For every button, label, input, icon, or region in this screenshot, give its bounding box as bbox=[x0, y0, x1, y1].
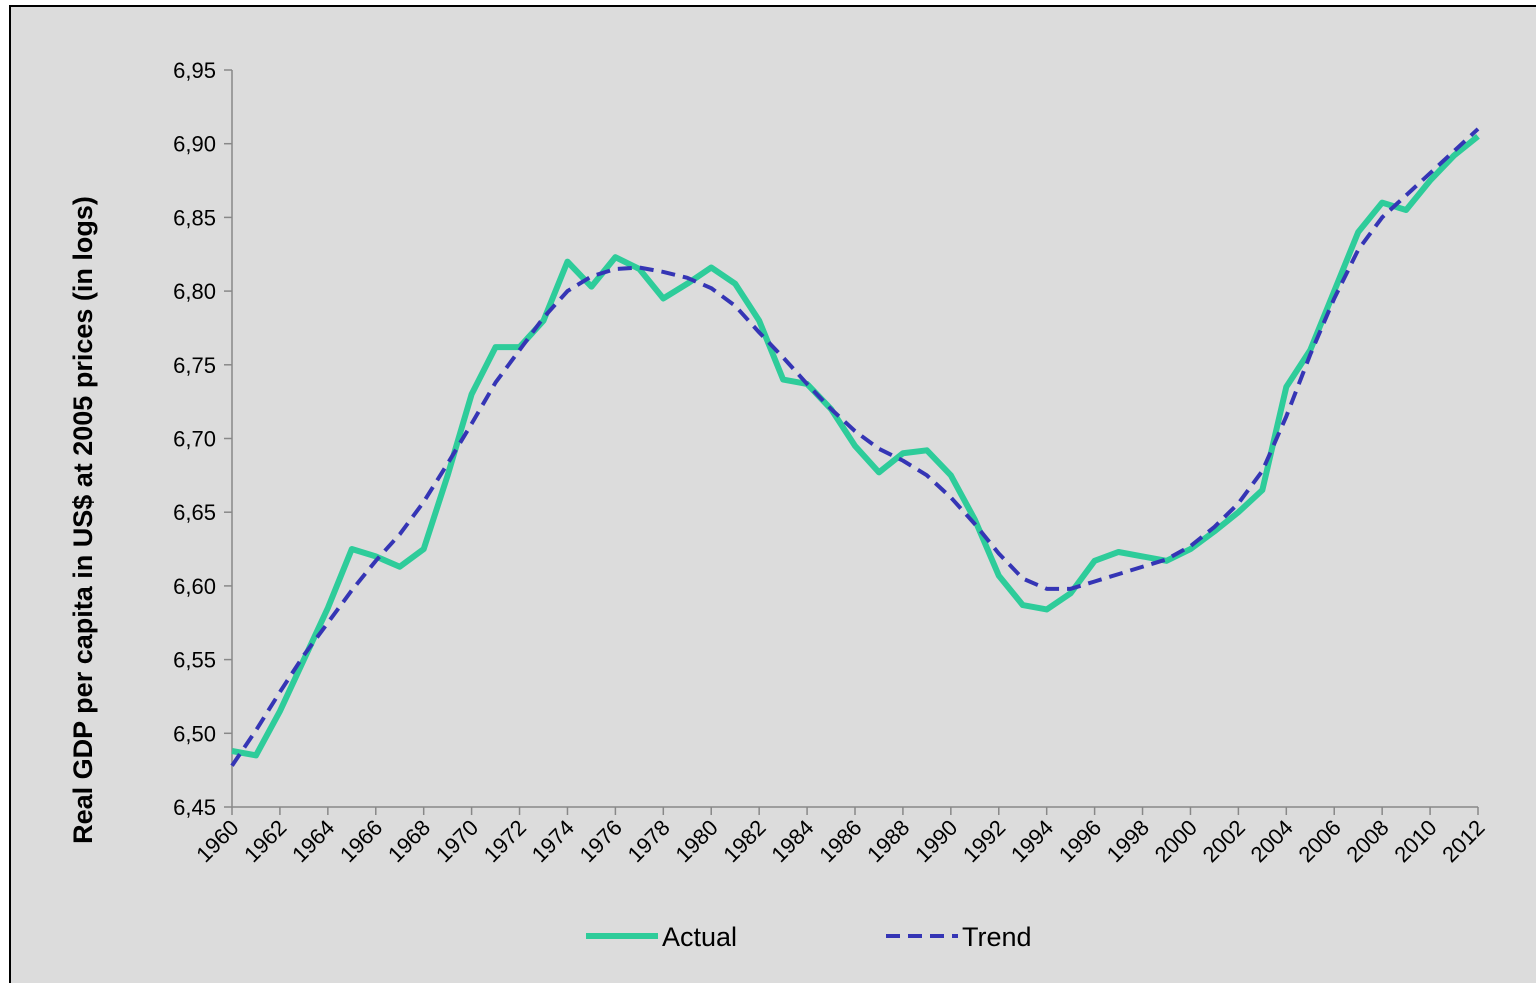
y-tick-label: 6,60 bbox=[173, 574, 216, 599]
y-tick-label: 6,80 bbox=[173, 279, 216, 304]
y-tick-label: 6,50 bbox=[173, 721, 216, 746]
chart-background bbox=[9, 5, 1536, 983]
y-tick-label: 6,70 bbox=[173, 427, 216, 452]
y-tick-label: 6,90 bbox=[173, 132, 216, 157]
y-tick-label: 6,85 bbox=[173, 205, 216, 230]
y-tick-label: 6,95 bbox=[173, 58, 216, 83]
y-axis-label: Real GDP per capita in US$ at 2005 price… bbox=[68, 196, 98, 844]
y-tick-label: 6,75 bbox=[173, 353, 216, 378]
legend-label: Actual bbox=[662, 922, 737, 952]
y-tick-label: 6,65 bbox=[173, 500, 216, 525]
legend-label: Trend bbox=[962, 922, 1032, 952]
line-series bbox=[230, 127, 1480, 767]
y-tick-label: 6,45 bbox=[173, 795, 216, 820]
y-tick-label: 6,55 bbox=[173, 648, 216, 673]
